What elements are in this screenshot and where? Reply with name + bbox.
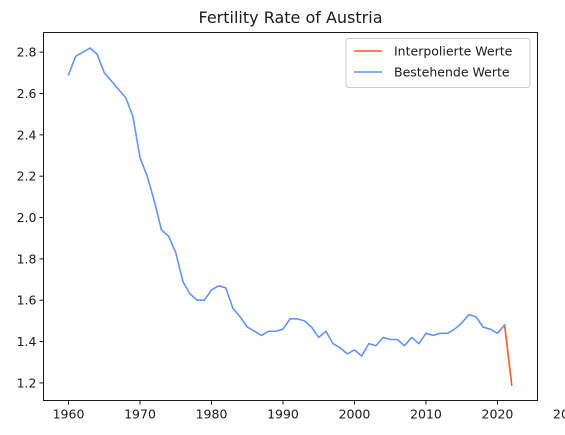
x-tick-label: 1990 xyxy=(267,407,299,422)
y-tick-label: 2.8 xyxy=(17,45,37,60)
legend-box xyxy=(345,38,531,88)
y-tick-label: 1.2 xyxy=(17,375,37,390)
axes-layer: 1960 1970 1980 1990 2000 2010 2020 2030 1.2 1.4 1.… xyxy=(17,32,565,422)
x-tick-label: 1960 xyxy=(53,407,85,422)
series-layer xyxy=(67,47,513,386)
y-tick-label: 2.0 xyxy=(17,210,37,225)
legend-label-0: Interpolierte Werte xyxy=(394,44,513,59)
y-tick-label: 2.2 xyxy=(17,169,37,184)
legend: Interpolierte Werte Bestehende Werte xyxy=(345,38,531,88)
series-line-1 xyxy=(67,47,506,357)
chart-title: Fertility Rate of Austria xyxy=(199,8,383,27)
x-tick-label: 1980 xyxy=(196,407,228,422)
y-tick-label: 1.4 xyxy=(17,334,37,349)
plot-frame xyxy=(43,32,538,401)
legend-label-1: Bestehende Werte xyxy=(394,65,510,80)
y-tick-label: 1.6 xyxy=(17,293,37,308)
y-tick-label: 1.8 xyxy=(17,251,37,266)
x-tick-label: 1970 xyxy=(124,407,156,422)
x-tick-label: 2020 xyxy=(482,407,514,422)
x-tick-label: 2030 xyxy=(553,407,565,422)
x-tick-label: 2000 xyxy=(339,407,371,422)
y-tick-label: 2.6 xyxy=(17,86,37,101)
series-line-0 xyxy=(503,324,513,386)
x-tick-label: 2010 xyxy=(410,407,442,422)
y-tick-label: 2.4 xyxy=(17,127,37,142)
